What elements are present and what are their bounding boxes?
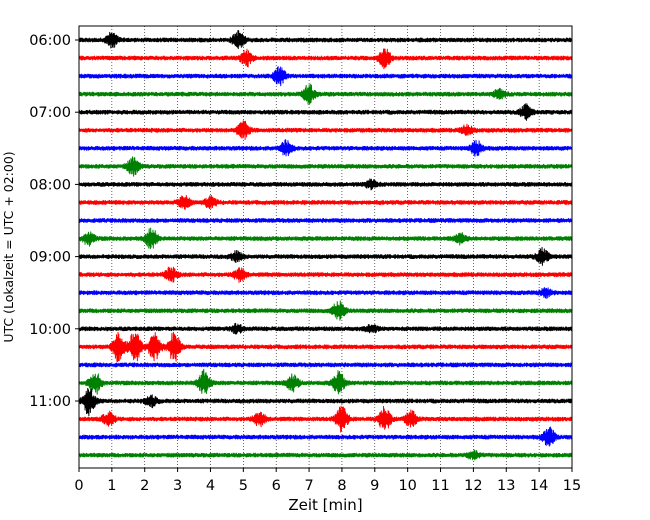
trace-0900 [78, 246, 573, 266]
y-tick-label: 11:00 [29, 394, 71, 410]
trace-0615 [78, 48, 573, 70]
trace-0730 [78, 139, 573, 157]
plot-frame [78, 25, 573, 469]
trace-0815 [78, 194, 573, 210]
x-tick-label: 12 [464, 478, 482, 494]
y-tick-label: 09:00 [29, 250, 71, 266]
trace-0915 [78, 266, 573, 283]
x-tick-label: 10 [398, 478, 416, 494]
trace-1030 [78, 362, 573, 368]
x-tick-label: 11 [431, 478, 449, 494]
x-tick-label: 0 [74, 478, 83, 494]
plot-area [79, 26, 572, 468]
y-tick-label: 07:00 [29, 105, 71, 121]
trace-0845 [78, 227, 573, 250]
trace-0930 [78, 287, 573, 299]
trace-0600 [78, 30, 573, 50]
trace-1100 [78, 387, 573, 417]
x-tick-label: 15 [563, 478, 581, 494]
x-tick-label: 14 [530, 478, 548, 494]
seismogram-traces [78, 30, 573, 461]
y-tick-label: 06:00 [29, 33, 71, 49]
x-axis: 0 1 2 3 4 5 6 7 8 9 10 11 12 13 14 15 [74, 468, 581, 494]
trace-0645 [78, 83, 573, 105]
x-axis-title: Zeit [min] [288, 496, 362, 514]
y-axis: 06:00 07:00 08:00 09:00 10:00 11:00 [29, 33, 79, 410]
x-tick-label: 8 [337, 478, 346, 494]
trace-0945 [78, 300, 573, 321]
trace-1000 [78, 322, 573, 335]
x-tick-label: 5 [239, 478, 248, 494]
x-tick-label: 7 [304, 478, 313, 494]
trace-1115 [78, 405, 573, 433]
x-tick-label: 2 [140, 478, 149, 494]
y-tick-label: 08:00 [29, 177, 71, 193]
x-tick-label: 13 [497, 478, 515, 494]
trace-0745 [78, 156, 573, 177]
trace-0800 [78, 178, 573, 191]
x-tick-label: 9 [370, 478, 379, 494]
x-tick-label: 3 [173, 478, 182, 494]
trace-0700 [78, 103, 573, 121]
y-tick-label: 10:00 [29, 322, 71, 338]
trace-1145 [78, 449, 573, 461]
trace-0630 [78, 66, 573, 87]
trace-1130 [78, 426, 573, 447]
trace-0830 [78, 218, 573, 223]
x-tick-label: 6 [272, 478, 281, 494]
trace-1015 [78, 331, 573, 363]
trace-0715 [78, 120, 573, 141]
x-tick-label: 4 [206, 478, 215, 494]
x-tick-label: 1 [107, 478, 116, 494]
trace-1045 [78, 368, 573, 395]
y-axis-title: UTC (Lokalzeit = UTC + 02:00) [1, 151, 16, 342]
